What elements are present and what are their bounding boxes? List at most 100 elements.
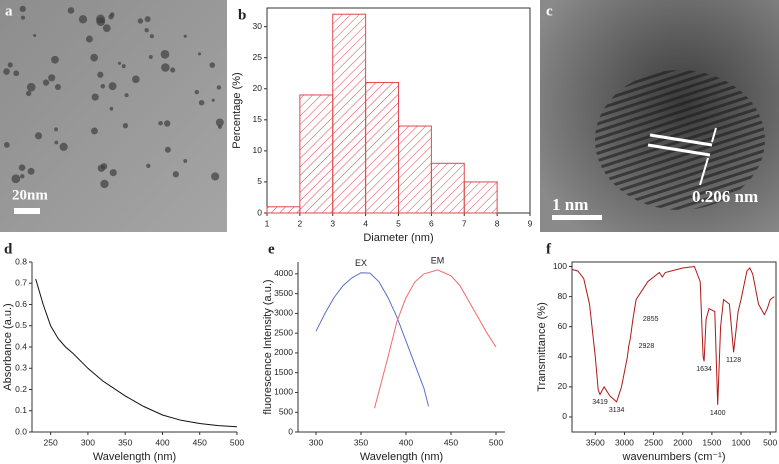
particle [91, 127, 98, 135]
x-tick-label: 7 [462, 218, 467, 228]
y-tick-label: 30 [253, 21, 263, 31]
particle [59, 142, 68, 151]
y-tick-label: 0 [288, 426, 293, 436]
tem-image-a: a 20nm [0, 0, 227, 232]
bar [463, 181, 498, 214]
particle [164, 146, 171, 153]
y-tick-label: 3000 [274, 308, 293, 318]
particle [25, 90, 32, 97]
x-tick-label: 350 [118, 437, 132, 447]
particle [194, 89, 200, 95]
y-axis-title: Absorbance (a.u.) [2, 303, 14, 390]
particle [144, 16, 151, 23]
particle [183, 159, 188, 163]
series-label: EX [355, 258, 367, 268]
plot-frame [571, 261, 777, 433]
peak-label: 3134 [609, 407, 625, 414]
particle [27, 167, 35, 175]
x-tick-label: 2000 [673, 437, 692, 447]
particle [158, 120, 163, 126]
particle [91, 93, 99, 101]
data-line [315, 272, 429, 407]
y-tick-label: 40 [558, 351, 568, 361]
x-tick-label: 1500 [702, 437, 721, 447]
peak-label: 2928 [639, 343, 655, 350]
x-tick-label: 350 [354, 437, 368, 447]
particle [183, 34, 187, 38]
panel-label: e [268, 241, 275, 257]
peak-label: 1634 [696, 366, 712, 373]
peak-label: 2855 [643, 316, 659, 323]
particle [117, 61, 122, 65]
particle [54, 140, 59, 145]
particle [19, 5, 26, 12]
particle [42, 79, 50, 86]
particle [11, 174, 21, 184]
image-background [0, 0, 227, 232]
x-tick-label: 250 [44, 437, 58, 447]
y-tick-label: 15 [253, 114, 263, 124]
y-tick-label: 0 [257, 207, 262, 217]
y-tick-label: 0 [562, 411, 567, 421]
y-tick-label: 0.0 [15, 426, 27, 436]
particle [109, 106, 114, 111]
particle [109, 169, 117, 177]
bar [430, 162, 465, 214]
particle [7, 62, 13, 68]
y-axis-title: Transmittance (%) [536, 302, 548, 391]
x-tick-label: 450 [193, 437, 207, 447]
y-tick-label: 25 [253, 52, 263, 62]
particle [209, 62, 216, 68]
x-tick-label: 1000 [732, 437, 751, 447]
particle [161, 63, 170, 72]
y-axis-title: fluorescence Intensity (a.u.) [262, 279, 274, 414]
x-tick-label: 9 [528, 218, 533, 228]
particle [48, 74, 56, 82]
peak-label: 3419 [592, 399, 608, 406]
x-tick-label: 6 [429, 218, 434, 228]
particle [146, 163, 151, 169]
y-tick-label: 100 [553, 261, 567, 271]
particle [67, 7, 75, 14]
particle [211, 172, 220, 181]
x-tick-label: 500 [763, 437, 777, 447]
y-tick-label: 1500 [274, 367, 293, 377]
particle [33, 33, 37, 37]
particle [26, 82, 36, 92]
particle [101, 20, 105, 24]
scale-bar-label: 1 nm [552, 195, 588, 214]
x-tick-label: 4 [363, 218, 368, 228]
particle [160, 49, 170, 59]
x-tick-label: 3 [330, 218, 335, 228]
particle [216, 85, 222, 90]
panel-label: a [5, 3, 13, 19]
arrow [699, 157, 709, 186]
y-tick-label: 0.3 [15, 363, 27, 373]
data-line [571, 265, 775, 405]
particle [100, 179, 109, 189]
bar [365, 82, 399, 214]
y-tick-label: 1000 [274, 387, 293, 397]
y-tick-label: 0.4 [15, 341, 27, 351]
particle [78, 15, 88, 24]
particle [198, 99, 205, 106]
particle [164, 120, 171, 127]
particle [122, 123, 129, 129]
panel-label: c [546, 3, 553, 19]
particle [137, 18, 144, 24]
fringe-line [649, 133, 713, 147]
particle [54, 127, 58, 132]
particle [211, 98, 215, 102]
x-tick-label: 2 [298, 218, 303, 228]
y-tick-label: 0.1 [15, 405, 27, 415]
particle [3, 68, 10, 75]
particle [197, 52, 202, 56]
particle [3, 142, 10, 148]
arrow [711, 127, 717, 143]
x-tick-label: 3500 [586, 437, 605, 447]
x-tick-label: 1 [265, 218, 270, 228]
particle [85, 35, 93, 43]
particle [96, 17, 106, 27]
peak-label: 1400 [710, 410, 726, 417]
